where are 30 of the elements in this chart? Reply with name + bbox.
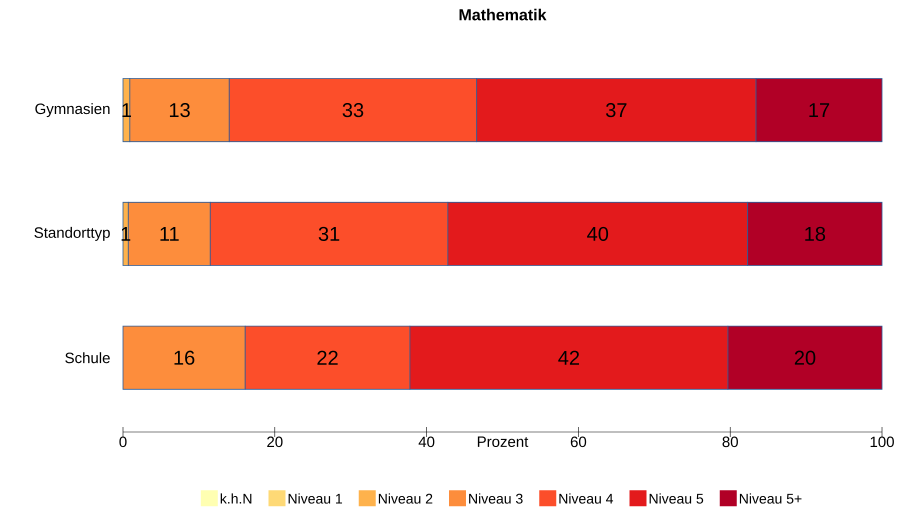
legend-label: Niveau 5+ (740, 493, 802, 504)
data-label: 20 (794, 350, 816, 365)
legend-label: Niveau 5 (650, 493, 704, 504)
data-label: 22 (317, 350, 338, 365)
legend-label: k.h.N (220, 493, 252, 504)
x-tick-label: 0 (119, 436, 127, 448)
x-tick-label: 80 (722, 436, 738, 448)
data-label: 13 (170, 103, 190, 118)
x-axis-title: Prozent (478, 436, 528, 447)
data-label: 11 (160, 227, 179, 241)
data-label: 31 (318, 226, 340, 241)
data-label: 18 (805, 226, 826, 241)
legend-label: Niveau 3 (469, 493, 523, 504)
data-label: 40 (587, 226, 608, 241)
x-tick-label: 100 (870, 436, 894, 448)
data-label: 17 (809, 103, 830, 117)
data-label: 42 (558, 350, 580, 365)
y-tick-label: Gymnasien (35, 103, 110, 118)
x-tick-label: 60 (570, 436, 586, 448)
data-label: 37 (606, 103, 626, 118)
y-tick-label: Schule (65, 352, 110, 364)
legend-label: Niveau 1 (288, 493, 342, 504)
data-label: 33 (342, 103, 364, 118)
chart-title: Mathematik (460, 8, 547, 20)
y-tick-label: Standorttyp (34, 226, 110, 241)
data-label: 16 (174, 350, 194, 365)
x-tick-label: 40 (418, 436, 434, 448)
legend-label: Niveau 2 (378, 493, 432, 504)
legend-label: Niveau 4 (559, 493, 614, 504)
x-tick-label: 20 (267, 436, 283, 448)
